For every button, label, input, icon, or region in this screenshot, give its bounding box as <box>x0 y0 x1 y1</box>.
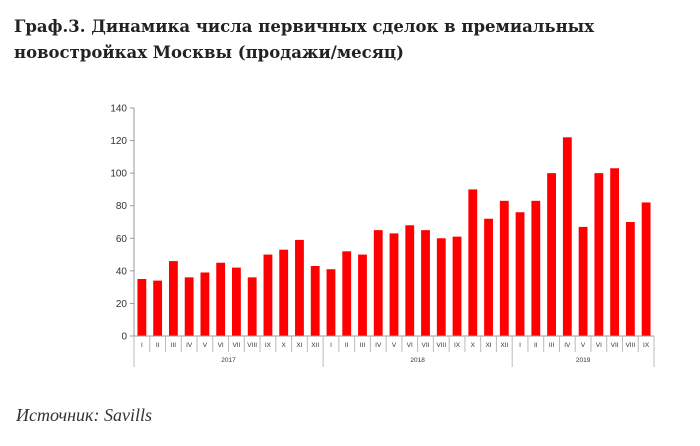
x-tick-label: IX <box>265 342 272 349</box>
bar <box>184 277 194 336</box>
bar <box>405 225 415 336</box>
bar <box>373 230 383 336</box>
bars <box>137 137 651 336</box>
page-title: Граф.3. Динамика числа первичных сделок … <box>14 17 595 62</box>
x-tick-label: XII <box>500 342 508 349</box>
bar <box>499 200 509 336</box>
bar <box>452 236 462 336</box>
x-tick-label: V <box>581 342 586 349</box>
bar <box>216 262 226 336</box>
bar <box>168 261 178 336</box>
bar <box>342 251 352 336</box>
x-tick-label: VIII <box>625 342 635 349</box>
y-tick-label: 20 <box>116 299 128 310</box>
x-tick-label: II <box>156 342 160 349</box>
bar <box>247 277 257 336</box>
x-tick-label: V <box>203 342 208 349</box>
bar <box>153 280 163 336</box>
bar <box>310 265 320 336</box>
x-tick-label: III <box>360 342 366 349</box>
x-tick-label: VII <box>611 342 619 349</box>
x-tick-label: X <box>471 342 476 349</box>
x-tick-label: III <box>549 342 555 349</box>
x-tick-label: X <box>282 342 287 349</box>
x-tick-label: XI <box>296 342 302 349</box>
bar <box>436 238 446 336</box>
y-tick-label: 140 <box>110 104 127 115</box>
x-tick-label: I <box>141 342 143 349</box>
x-tick-label: II <box>534 342 538 349</box>
bar <box>137 279 147 336</box>
y-tick-label: 100 <box>110 169 127 180</box>
x-tick-label: XII <box>311 342 319 349</box>
x-tick-label: IV <box>564 342 571 349</box>
bar <box>484 218 493 336</box>
bar <box>358 254 367 336</box>
bar <box>295 239 304 336</box>
y-tick-label: 40 <box>116 266 128 277</box>
bar <box>279 249 289 336</box>
x-tick-label: XI <box>485 342 491 349</box>
x-tick-label: I <box>330 342 332 349</box>
bar <box>263 254 273 336</box>
bar <box>232 267 241 336</box>
x-tick-label: VI <box>596 342 602 349</box>
bar <box>547 173 556 336</box>
x-tick-label: IV <box>375 342 382 349</box>
x-tick-label: VIII <box>247 342 257 349</box>
y-tick-label: 60 <box>116 234 128 245</box>
y-tick-label: 80 <box>116 201 128 212</box>
bar <box>515 212 525 336</box>
x-tick-label: IX <box>454 342 461 349</box>
y-axis: 0 20 40 60 80 100 120 140 <box>110 104 135 343</box>
x-tick-label: VIII <box>436 342 446 349</box>
y-tick-label: 120 <box>110 136 127 147</box>
bar <box>421 230 430 336</box>
bar <box>468 189 478 336</box>
x-tick-label: V <box>392 342 397 349</box>
x-tick-label: III <box>171 342 177 349</box>
x-tick-label: VII <box>422 342 430 349</box>
x-tick-label: IV <box>186 342 193 349</box>
bar <box>625 222 635 336</box>
bar <box>610 168 620 336</box>
source-note: Источник: Savills <box>16 405 152 425</box>
x-tick-label: IX <box>643 342 650 349</box>
bar <box>389 233 399 336</box>
year-label: 2018 <box>410 357 425 364</box>
year-label: 2017 <box>221 357 236 364</box>
year-label: 2019 <box>576 357 591 364</box>
x-tick-label: II <box>345 342 349 349</box>
bar <box>641 202 651 336</box>
x-tick-label: VI <box>218 342 224 349</box>
x-tick-label: VII <box>232 342 240 349</box>
bar <box>531 200 541 336</box>
bar <box>594 173 604 336</box>
x-tick-label: I <box>519 342 521 349</box>
bar <box>578 226 588 336</box>
bar <box>326 269 336 336</box>
bar <box>562 137 572 336</box>
x-tick-label: VI <box>407 342 413 349</box>
y-tick-label: 0 <box>121 332 127 343</box>
x-axis: I II III IV V VI VII VIII IX X XI XII I II III IV V VI VII… <box>133 335 655 367</box>
bar <box>200 272 210 336</box>
